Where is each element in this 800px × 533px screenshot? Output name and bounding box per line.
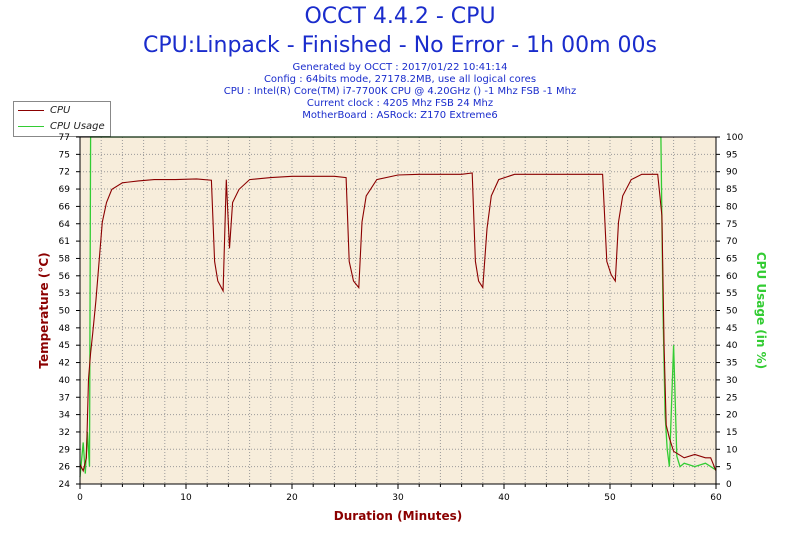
y2-tick-label: 10: [726, 445, 738, 455]
left-axis-ticks: 24 26 29 32 34 37 40 42 45 48 50 53 56 58 61 64 66 69 72 75…: [59, 133, 80, 490]
chart-title: OCCT 4.4.2 - CPU: [304, 4, 496, 29]
y2-tick-label: 95: [726, 150, 737, 160]
y-tick-label: 64: [59, 220, 71, 230]
chart-legend: CPU CPU Usage: [13, 101, 111, 137]
y2-tick-label: 60: [726, 272, 738, 282]
x-tick-label: 50: [604, 493, 616, 503]
y2-tick-label: 35: [726, 359, 737, 369]
legend-label-cpu-usage: CPU Usage: [50, 121, 105, 132]
x-tick-label: 20: [286, 493, 298, 503]
y2-tick-label: 80: [726, 202, 738, 212]
y2-tick-label: 0: [726, 480, 732, 490]
y-tick-label: 66: [59, 202, 71, 212]
y2-tick-label: 5: [726, 463, 732, 473]
info-line-cpu: CPU : Intel(R) Core(TM) i7-7700K CPU @ 4…: [223, 86, 577, 97]
x-tick-label: 60: [710, 493, 722, 503]
y2-tick-label: 65: [726, 254, 737, 264]
right-axis-ticks: 0 5 10 15 20 25 30 35 40 45 50 55 60 65 70 75 80 85 90 95 10…: [716, 133, 743, 490]
y2-tick-label: 30: [726, 376, 738, 386]
y2-tick-label: 40: [726, 341, 738, 351]
x-tick-label: 40: [498, 493, 510, 503]
y2-tick-label: 25: [726, 393, 737, 403]
y-tick-label: 32: [59, 428, 70, 438]
y2-tick-label: 50: [726, 307, 738, 317]
legend-swatch-cpu-usage: [18, 125, 44, 127]
y-tick-label: 48: [59, 324, 71, 334]
info-line-motherboard: MotherBoard : ASRock: Z170 Extreme6: [302, 110, 498, 121]
y-tick-label: 29: [59, 445, 71, 455]
x-axis-title: Duration (Minutes): [334, 509, 462, 523]
series-line-cpu: [79, 172, 717, 473]
info-line-generated: Generated by OCCT : 2017/01/22 10:41:14: [292, 62, 508, 73]
y-tick-label: 69: [59, 185, 71, 195]
y-axis-title: Temperature (°C): [37, 252, 51, 368]
y-tick-label: 61: [59, 237, 70, 247]
y-tick-label: 40: [59, 376, 71, 386]
legend-label-cpu: CPU: [50, 105, 71, 116]
y-tick-label: 75: [59, 150, 70, 160]
x-tick-label: 0: [77, 493, 83, 503]
x-tick-label: 30: [392, 493, 404, 503]
y2-tick-label: 20: [726, 411, 738, 421]
y2-tick-label: 85: [726, 185, 737, 195]
x-axis-ticks: 0 10 20 30 40 50 60: [77, 484, 722, 503]
gridlines: [80, 137, 716, 484]
y-tick-label: 42: [59, 359, 70, 369]
y-tick-label: 34: [59, 411, 71, 421]
legend-item-cpu: CPU: [18, 105, 70, 117]
y2-tick-label: 75: [726, 220, 737, 230]
y2-tick-label: 45: [726, 324, 737, 334]
info-line-clock: Current clock : 4205 Mhz FSB 24 Mhz: [306, 98, 494, 109]
y-tick-label: 53: [59, 289, 70, 299]
info-line-config: Config : 64bits mode, 27178.2MB, use all…: [263, 74, 537, 85]
y-tick-label: 45: [59, 341, 70, 351]
y-tick-label: 58: [59, 254, 71, 264]
y-tick-label: 26: [59, 463, 71, 473]
y2-axis-title: CPU Usage (in %): [754, 252, 768, 369]
plot-frame: [79, 136, 717, 485]
legend-swatch-cpu: [18, 109, 44, 111]
y-tick-label: 37: [59, 393, 70, 403]
legend-item-cpu-usage: CPU Usage: [18, 121, 105, 133]
y2-tick-label: 90: [726, 168, 738, 178]
x-tick-label: 10: [180, 493, 192, 503]
y2-tick-label: 55: [726, 289, 737, 299]
y-tick-label: 77: [59, 133, 70, 143]
y-tick-label: 56: [59, 272, 71, 282]
y-tick-label: 72: [59, 168, 70, 178]
y-tick-label: 24: [59, 480, 71, 490]
y2-tick-label: 70: [726, 237, 738, 247]
y2-tick-label: 15: [726, 428, 737, 438]
y2-tick-label: 100: [726, 133, 743, 143]
y-tick-label: 50: [59, 307, 71, 317]
chart-subtitle: CPU:Linpack - Finished - No Error - 1h 0…: [143, 33, 657, 58]
